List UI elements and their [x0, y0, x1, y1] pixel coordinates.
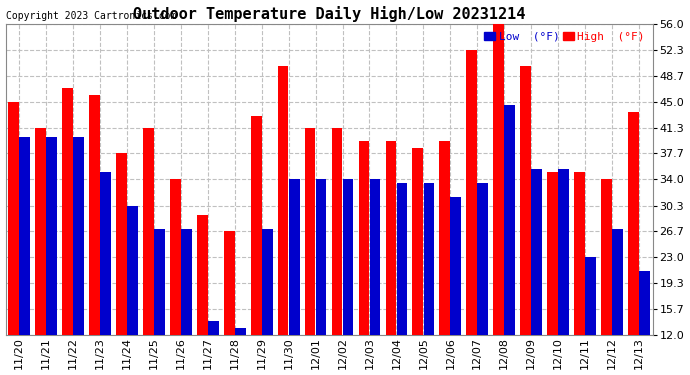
Bar: [19, 137, 30, 334]
Bar: [547, 172, 558, 334]
Bar: [477, 183, 489, 334]
Bar: [440, 141, 450, 334]
Bar: [143, 128, 154, 334]
Bar: [585, 257, 596, 334]
Bar: [170, 179, 181, 334]
Bar: [250, 116, 262, 334]
Bar: [451, 197, 461, 334]
Bar: [413, 148, 423, 334]
Bar: [601, 179, 612, 334]
Bar: [359, 141, 369, 334]
Bar: [574, 172, 585, 334]
Bar: [639, 271, 650, 334]
Bar: [127, 206, 138, 334]
Bar: [116, 153, 127, 334]
Bar: [504, 105, 515, 334]
Bar: [628, 112, 639, 334]
Bar: [466, 50, 477, 334]
Bar: [520, 66, 531, 335]
Bar: [316, 179, 326, 334]
Legend: Low  (°F), High  (°F): Low (°F), High (°F): [482, 30, 647, 44]
Bar: [8, 102, 19, 334]
Bar: [208, 321, 219, 334]
Bar: [558, 169, 569, 334]
Bar: [235, 328, 246, 334]
Bar: [197, 214, 208, 334]
Bar: [35, 128, 46, 334]
Bar: [62, 88, 73, 334]
Bar: [612, 229, 623, 334]
Bar: [343, 179, 353, 334]
Bar: [332, 128, 342, 334]
Bar: [89, 95, 100, 334]
Bar: [304, 128, 315, 334]
Bar: [386, 141, 396, 334]
Bar: [531, 169, 542, 334]
Bar: [100, 172, 111, 334]
Bar: [397, 183, 407, 334]
Bar: [493, 24, 504, 334]
Bar: [224, 231, 235, 334]
Bar: [154, 229, 165, 334]
Title: Outdoor Temperature Daily High/Low 20231214: Outdoor Temperature Daily High/Low 20231…: [133, 6, 525, 21]
Bar: [288, 179, 299, 334]
Bar: [181, 229, 192, 334]
Bar: [46, 137, 57, 334]
Bar: [277, 66, 288, 335]
Bar: [73, 137, 84, 334]
Text: Copyright 2023 Cartronics.com: Copyright 2023 Cartronics.com: [6, 11, 176, 21]
Bar: [370, 179, 380, 334]
Bar: [262, 229, 273, 334]
Bar: [424, 183, 434, 334]
